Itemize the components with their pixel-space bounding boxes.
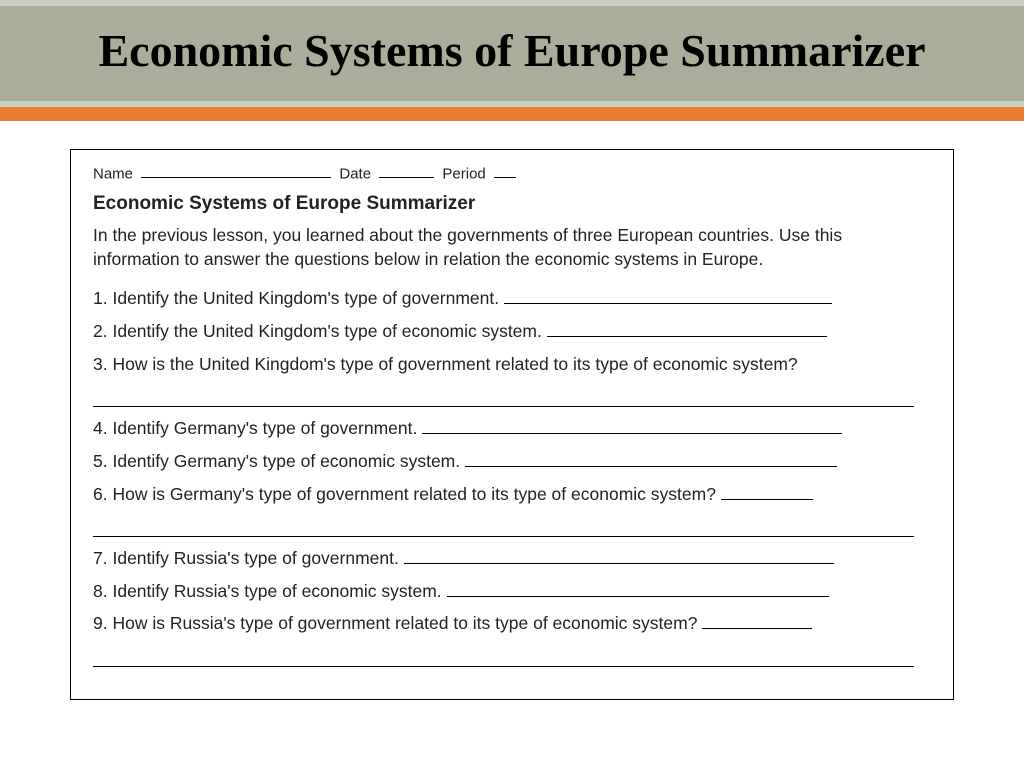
worksheet-title: Economic Systems of Europe Summarizer — [93, 191, 931, 217]
question-number: 7. — [93, 548, 112, 568]
question-number: 6. — [93, 484, 112, 504]
question-text: Identify the United Kingdom's type of go… — [112, 288, 503, 308]
question-row: 5. Identify Germany's type of economic s… — [93, 450, 931, 474]
question-number: 9. — [93, 613, 112, 633]
answer-blank[interactable] — [504, 288, 832, 305]
question-text: Identify Russia's type of government. — [112, 548, 403, 568]
question-text: How is the United Kingdom's type of gove… — [112, 354, 797, 374]
question-number: 5. — [93, 451, 112, 471]
question-row: 3. How is the United Kingdom's type of g… — [93, 353, 931, 377]
period-blank[interactable] — [494, 164, 516, 178]
question-text: How is Russia's type of government relat… — [112, 613, 702, 633]
answer-blank[interactable] — [702, 613, 812, 630]
answer-blank[interactable] — [547, 320, 827, 337]
name-blank[interactable] — [141, 164, 331, 178]
worksheet: Name Date Period Economic Systems of Eur… — [70, 149, 954, 700]
period-label: Period — [442, 165, 485, 182]
page-title: Economic Systems of Europe Summarizer — [0, 24, 1024, 77]
date-label: Date — [339, 165, 371, 182]
student-info-line: Name Date Period — [93, 164, 931, 185]
question-text: How is Germany's type of government rela… — [112, 484, 720, 504]
answer-blank-continuation[interactable] — [93, 520, 914, 537]
question-row: 7. Identify Russia's type of government. — [93, 547, 931, 571]
answer-blank[interactable] — [422, 418, 842, 435]
question-row: 6. How is Germany's type of government r… — [93, 483, 931, 507]
answer-blank[interactable] — [447, 580, 829, 597]
answer-blank-continuation[interactable] — [93, 390, 914, 407]
question-number: 2. — [93, 321, 112, 341]
question-number: 4. — [93, 418, 112, 438]
question-row: 2. Identify the United Kingdom's type of… — [93, 320, 931, 344]
question-row: 8. Identify Russia's type of economic sy… — [93, 580, 931, 604]
worksheet-container: Name Date Period Economic Systems of Eur… — [0, 121, 1024, 700]
question-number: 1. — [93, 288, 112, 308]
question-text: Identify Germany's type of government. — [112, 418, 422, 438]
question-number: 3. — [93, 354, 112, 374]
question-row: 1. Identify the United Kingdom's type of… — [93, 287, 931, 311]
question-row: 9. How is Russia's type of government re… — [93, 612, 931, 636]
answer-blank[interactable] — [404, 548, 834, 565]
questions-list: 1. Identify the United Kingdom's type of… — [93, 287, 931, 667]
question-number: 8. — [93, 581, 112, 601]
date-blank[interactable] — [379, 164, 434, 178]
answer-blank[interactable] — [465, 450, 837, 467]
answer-blank[interactable] — [721, 483, 813, 500]
question-text: Identify Germany's type of economic syst… — [112, 451, 465, 471]
answer-blank-continuation[interactable] — [93, 650, 914, 667]
question-text: Identify Russia's type of economic syste… — [112, 581, 446, 601]
question-text: Identify the United Kingdom's type of ec… — [112, 321, 546, 341]
name-label: Name — [93, 165, 133, 182]
title-banner: Economic Systems of Europe Summarizer — [0, 0, 1024, 107]
question-row: 4. Identify Germany's type of government… — [93, 417, 931, 441]
accent-bar — [0, 107, 1024, 121]
intro-text: In the previous lesson, you learned abou… — [93, 224, 931, 271]
